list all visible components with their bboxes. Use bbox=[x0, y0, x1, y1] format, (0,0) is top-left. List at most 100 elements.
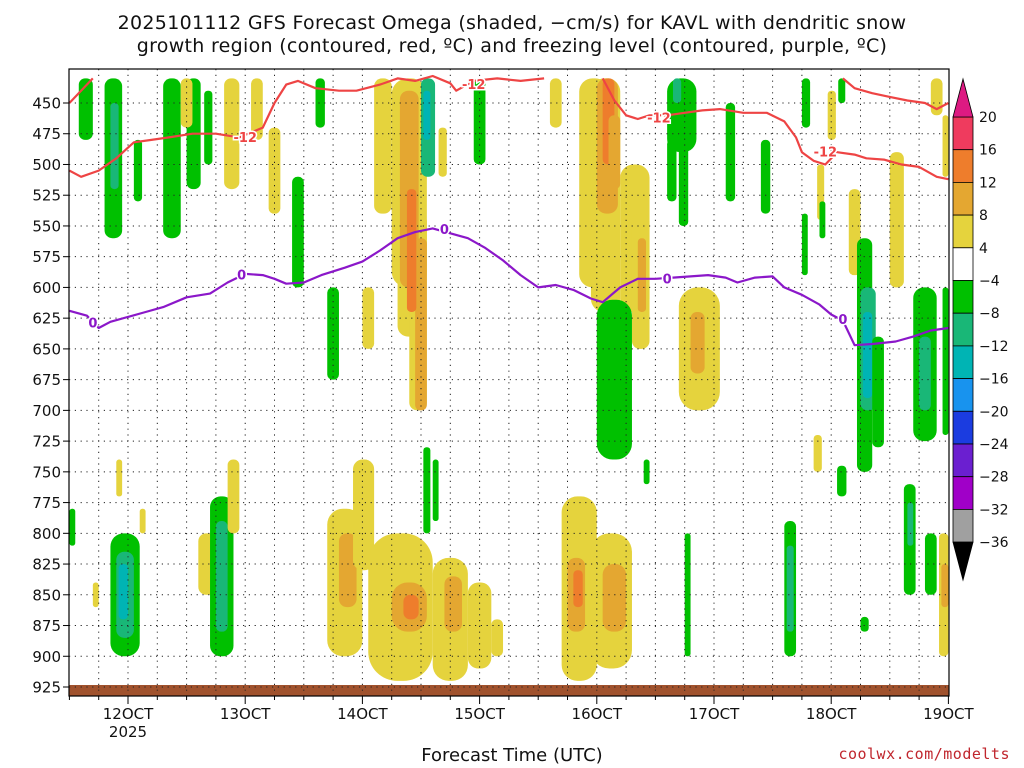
y-tick-label: 600 bbox=[32, 279, 61, 297]
freezing-level-label: 0 bbox=[88, 317, 97, 332]
omega-cell bbox=[667, 139, 677, 202]
dgz-contour-label: -12 bbox=[647, 111, 671, 126]
colorbar-box bbox=[952, 181, 974, 216]
y-tick-label: 900 bbox=[32, 648, 61, 666]
colorbar-box bbox=[952, 410, 974, 445]
omega-cell bbox=[268, 127, 281, 214]
omega-cell bbox=[338, 533, 357, 608]
chart-title-line1: 2025101112 GFS Forecast Omega (shaded, −… bbox=[117, 12, 907, 34]
colorbar-box bbox=[952, 214, 974, 249]
omega-cell bbox=[608, 115, 621, 190]
x-tick-label: 17OCT bbox=[689, 705, 740, 723]
omega-shading-layer bbox=[69, 78, 949, 681]
colorbar-bottom-arrow bbox=[952, 541, 974, 582]
omega-cell bbox=[760, 139, 771, 214]
omega-cell bbox=[690, 312, 705, 374]
colorbar-box bbox=[952, 149, 974, 183]
omega-cell bbox=[725, 103, 736, 202]
colorbar-box bbox=[952, 378, 974, 412]
colorbar-label: −24 bbox=[979, 437, 1009, 453]
x-axis-label: Forecast Time (UTC) bbox=[421, 745, 603, 766]
omega-cell bbox=[786, 545, 794, 632]
omega-cell bbox=[204, 90, 213, 165]
y-tick-label: 575 bbox=[32, 248, 61, 266]
omega-cell bbox=[353, 459, 375, 571]
omega-cell bbox=[819, 201, 826, 239]
x-tick-label: 15OCT bbox=[454, 705, 505, 723]
omega-cell bbox=[827, 90, 836, 140]
omega-cell bbox=[423, 90, 431, 140]
freezing-level-label: 0 bbox=[237, 269, 246, 284]
omega-cell bbox=[549, 78, 562, 128]
y-tick-label: 500 bbox=[32, 156, 61, 174]
omega-cell bbox=[362, 287, 375, 349]
omega-cell bbox=[860, 616, 869, 632]
omega-cell bbox=[919, 336, 931, 411]
omega-cell bbox=[941, 564, 949, 608]
y-tick-label: 450 bbox=[32, 95, 61, 113]
x-tick-label: 14OCT bbox=[337, 705, 388, 723]
omega-cell bbox=[862, 312, 873, 399]
omega-cell bbox=[813, 434, 822, 472]
colorbar-label: 20 bbox=[979, 110, 997, 126]
omega-cell bbox=[118, 564, 128, 620]
y-tick-label: 800 bbox=[32, 525, 61, 543]
omega-cell bbox=[292, 176, 304, 288]
y-tick-label: 875 bbox=[32, 617, 61, 635]
omega-cell bbox=[423, 447, 431, 534]
colorbar-label: 4 bbox=[979, 241, 988, 257]
colorbar-box bbox=[952, 508, 974, 543]
colorbar-box bbox=[952, 116, 974, 151]
omega-cell bbox=[438, 127, 447, 177]
omega-cell bbox=[573, 570, 583, 608]
y-axis: 450 475 500 525 550 575 600 625 650 675 700 725 750 7… bbox=[32, 95, 69, 697]
x-tick-year: 2025 bbox=[109, 723, 147, 741]
omega-cell bbox=[374, 78, 392, 214]
colorbar-label: −20 bbox=[979, 404, 1009, 420]
x-tick-label: 16OCT bbox=[572, 705, 623, 723]
omega-cell bbox=[251, 78, 263, 140]
freezing-level-label: 0 bbox=[663, 272, 672, 287]
omega-cell bbox=[801, 213, 808, 276]
y-tick-label: 750 bbox=[32, 463, 61, 481]
dgz-contour-line bbox=[69, 74, 545, 178]
grid-lines bbox=[69, 69, 949, 696]
y-tick-label: 850 bbox=[32, 586, 61, 604]
omega-cell bbox=[637, 238, 647, 313]
colorbar-label: 16 bbox=[979, 143, 997, 159]
omega-cell bbox=[907, 502, 914, 546]
colorbar: 20 16 12 8 4 −4 −8 −12 −16 −20 −24 −28 −32 −36 bbox=[952, 77, 1009, 582]
colorbar-label: 12 bbox=[979, 175, 997, 191]
y-tick-label: 550 bbox=[32, 217, 61, 235]
omega-cell bbox=[227, 459, 240, 534]
y-tick-label: 825 bbox=[32, 556, 61, 574]
source-credit: coolwx.com/modelts bbox=[838, 745, 1010, 763]
colorbar-label: −8 bbox=[979, 306, 1000, 322]
dgz-contour-line bbox=[601, 77, 949, 181]
omega-cell bbox=[133, 139, 143, 202]
omega-cell bbox=[930, 78, 943, 116]
colorbar-box bbox=[952, 312, 974, 347]
omega-cell bbox=[684, 533, 691, 657]
freezing-level-label: 0 bbox=[838, 313, 847, 328]
omega-cell bbox=[602, 312, 621, 423]
omega-cell bbox=[889, 152, 904, 288]
y-tick-label: 675 bbox=[32, 371, 61, 389]
omega-cell bbox=[403, 594, 419, 620]
omega-cell bbox=[78, 78, 93, 140]
omega-cell bbox=[872, 336, 884, 448]
colorbar-box bbox=[952, 345, 974, 379]
omega-cell bbox=[92, 582, 99, 608]
y-tick-label: 525 bbox=[32, 187, 61, 205]
omega-cell bbox=[942, 115, 949, 177]
dgz-contour-label: -12 bbox=[233, 131, 257, 146]
omega-cell bbox=[837, 465, 847, 497]
freezing-level-label: 0 bbox=[440, 223, 449, 238]
omega-cell bbox=[643, 459, 650, 485]
omega-cell bbox=[139, 508, 146, 534]
dendritic-growth-contour: -12 -12 -12 -12 bbox=[69, 74, 949, 181]
omega-cell bbox=[467, 582, 492, 669]
colorbar-box bbox=[952, 476, 974, 510]
y-tick-label: 625 bbox=[32, 310, 61, 328]
